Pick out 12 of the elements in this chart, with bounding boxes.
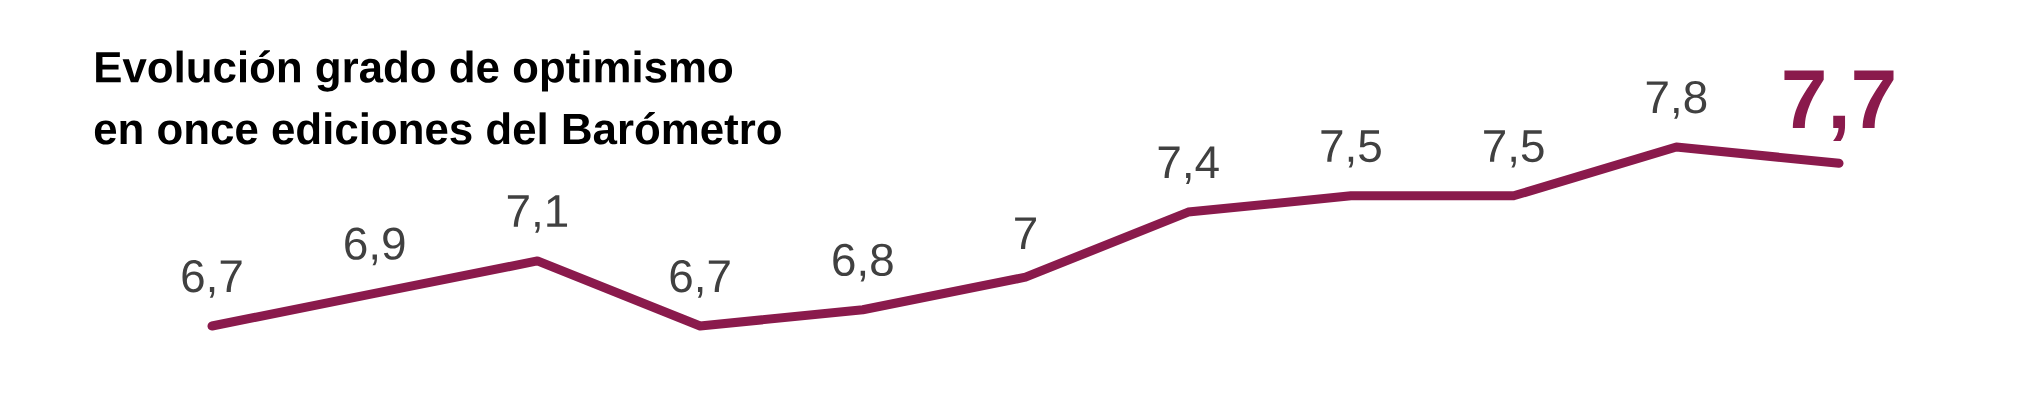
chart-title: Evolución grado de optimismo en once ediciones del Barómetro <box>94 50 781 145</box>
data-label: 7,4 <box>1158 146 1219 184</box>
data-label: 6,9 <box>345 227 405 266</box>
data-label: 7 <box>1015 217 1036 249</box>
data-label: 7,5 <box>1321 130 1381 168</box>
data-label: 7,7 <box>1784 70 1894 142</box>
data-label: 6,7 <box>182 259 242 298</box>
data-label: 6,8 <box>833 243 893 282</box>
data-label: 7,5 <box>1484 130 1544 168</box>
data-label: 7,1 <box>507 195 568 233</box>
data-label: 7,8 <box>1646 80 1707 119</box>
data-label: 6,7 <box>670 259 730 298</box>
